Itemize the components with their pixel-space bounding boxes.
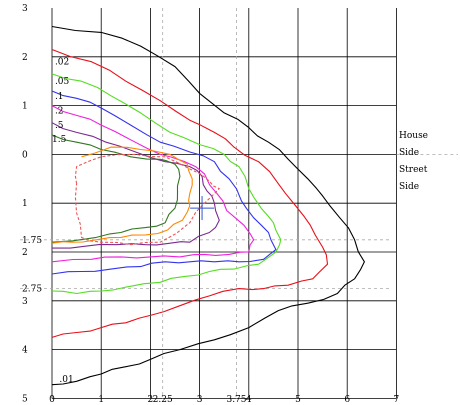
contour-line-1p5 — [51, 134, 181, 243]
x-tick-label: 3 — [197, 395, 203, 405]
y-tick-label: 3 — [22, 297, 28, 307]
y-tick-label: 0 — [22, 150, 28, 160]
contour-label: .02 — [55, 58, 69, 68]
contour-label: .1 — [55, 92, 64, 102]
x-tick-label: 0 — [49, 395, 55, 405]
x-tick-label: 2 — [148, 395, 154, 405]
contour-line-p02 — [51, 48, 329, 338]
y-tick-label: 3 — [22, 4, 28, 14]
contour-label: .5 — [55, 121, 64, 131]
y-tick-label: 2 — [22, 248, 28, 258]
x-tick-label: 4 — [246, 395, 252, 405]
x-tick-label: 6 — [344, 395, 350, 405]
contour-line-p01 — [51, 25, 365, 386]
contour-line-series-8 — [74, 153, 220, 246]
side-label: Street — [399, 165, 428, 175]
side-label: House — [399, 131, 428, 141]
contour-label: 1.5 — [52, 135, 67, 145]
contour-line-p5 — [51, 122, 220, 249]
contour-line-p1 — [51, 90, 277, 275]
x-tick-label: 1 — [98, 395, 104, 405]
x-tick-label: 7 — [394, 395, 400, 405]
x-tick-label: 5 — [295, 395, 301, 405]
grid — [51, 8, 397, 399]
contour-line-series-7 — [51, 146, 193, 244]
y-tick-label: 1 — [22, 102, 28, 112]
contour-label: .2 — [55, 106, 64, 116]
y-tick-label: 2.75 — [22, 285, 42, 295]
x-tick-label: 2.25 — [153, 395, 173, 405]
y-tick-label: 1.75 — [22, 236, 42, 246]
x-tick-label: 3.75 — [226, 395, 246, 405]
labels: 0 1 2 2.25 3 3.75 4 5 6 7321011.7522.75345.01.02.… — [22, 4, 428, 405]
contour-label: .05 — [55, 77, 70, 87]
y-tick-label: 5 — [22, 394, 28, 404]
contour-series — [51, 25, 365, 386]
y-tick-label: 1 — [22, 199, 28, 209]
contour-line-p05 — [51, 73, 282, 295]
contour-line-p2 — [51, 105, 255, 263]
side-label: Side — [399, 148, 419, 158]
contour-label: .01 — [59, 375, 73, 385]
center-marker — [190, 196, 215, 221]
y-tick-label: 2 — [22, 53, 28, 63]
y-tick-label: 4 — [22, 346, 28, 356]
side-label: Side — [399, 182, 419, 192]
